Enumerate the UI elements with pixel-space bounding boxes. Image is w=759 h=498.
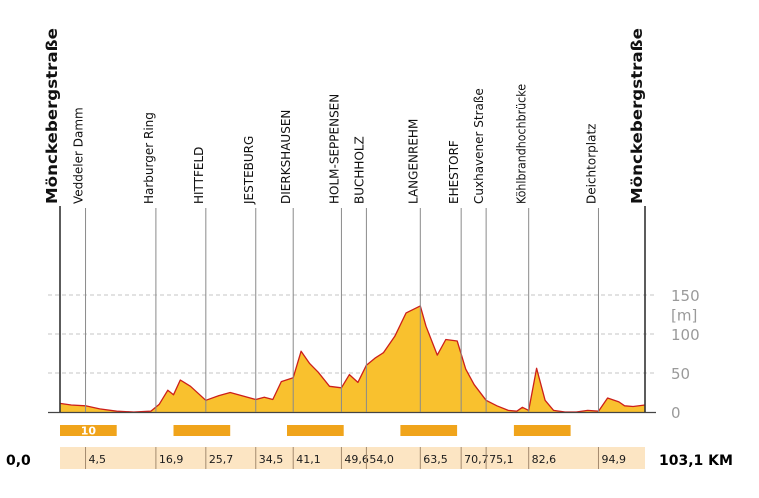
km-start-label: 0,0: [6, 453, 31, 469]
y-tick-label-100: 100: [671, 326, 700, 344]
place-name-12: Deichtorplatz: [584, 124, 598, 204]
y-tick-label-0: 0: [671, 404, 681, 422]
place-name-11: Köhlbrandhochbrücke: [515, 84, 529, 204]
y-unit-label: [m]: [671, 307, 697, 325]
km-label-7: 54,0: [369, 453, 394, 466]
place-name-2: Harburger Ring: [142, 112, 156, 204]
place-name-7: BUCHHOLZ: [352, 136, 366, 204]
y-tick-label-50: 50: [671, 365, 690, 383]
km-label-9: 70,7: [464, 453, 489, 466]
place-name-5: DIERKSHAUSEN: [279, 110, 293, 204]
marker-block-10: [60, 425, 117, 436]
y-axis: 0 50 100 150 [m]: [671, 287, 700, 422]
place-marker-lines: [59, 206, 646, 412]
place-name-9: EHESTORF: [447, 140, 461, 204]
place-name-4: JESTEBURG: [242, 136, 256, 205]
km-label-4: 34,5: [259, 453, 284, 466]
marker-label: 10: [81, 425, 97, 438]
place-name-8: LANGENREHM: [406, 119, 420, 204]
km-label-8: 63,5: [423, 453, 448, 466]
km-label-3: 25,7: [209, 453, 234, 466]
elevation-fill: [60, 305, 645, 412]
km-label-6: 49,6: [344, 453, 369, 466]
grid-lines: [48, 294, 656, 374]
km-marker-bar: 10: [60, 425, 571, 438]
marker-block-90: [513, 425, 571, 436]
place-name-6: HOLM-SEPPENSEN: [327, 94, 341, 204]
place-name-10: Cuxhavener Straße: [472, 88, 486, 204]
km-label-5: 41,1: [296, 453, 321, 466]
elevation-line: [59, 305, 646, 413]
place-names: Mönckebergstraße Veddeler Damm Harburger R…: [43, 28, 646, 205]
marker-block-70: [400, 425, 458, 436]
km-end-label: 103,1 KM: [659, 453, 733, 469]
km-label-2: 16,9: [159, 453, 184, 466]
km-label-12: 94,9: [601, 453, 626, 466]
elevation-area: [48, 305, 656, 414]
km-label-10: 75,1: [489, 453, 514, 466]
marker-block-30: [173, 425, 231, 436]
y-tick-label-150: 150: [671, 287, 700, 305]
km-label-11: 82,6: [532, 453, 557, 466]
place-name-0: Mönckebergstraße: [43, 28, 61, 204]
place-name-3: HITTFELD: [192, 147, 206, 204]
km-axis: 4,5 16,9 25,7 34,5 41,1 49,6 54,0 63,5 70,7 75,1 8…: [6, 447, 733, 469]
place-name-13: Mönckebergstraße: [628, 28, 646, 204]
km-label-1: 4,5: [89, 453, 107, 466]
marker-block-50: [287, 425, 344, 436]
place-name-1: Veddeler Damm: [72, 107, 86, 204]
